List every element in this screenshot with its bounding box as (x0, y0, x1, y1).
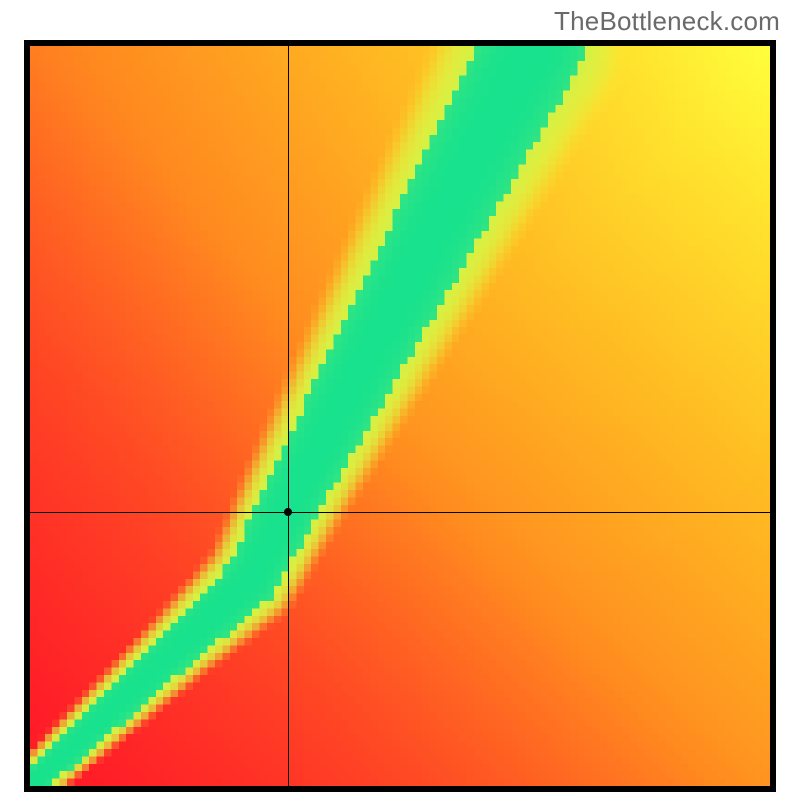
heatmap-canvas (30, 46, 770, 786)
crosshair-dot (284, 508, 292, 516)
plot-frame (24, 40, 776, 792)
watermark-text: TheBottleneck.com (554, 6, 780, 37)
plot-area (30, 46, 770, 786)
crosshair-horizontal (30, 512, 770, 513)
crosshair-vertical (288, 46, 289, 786)
